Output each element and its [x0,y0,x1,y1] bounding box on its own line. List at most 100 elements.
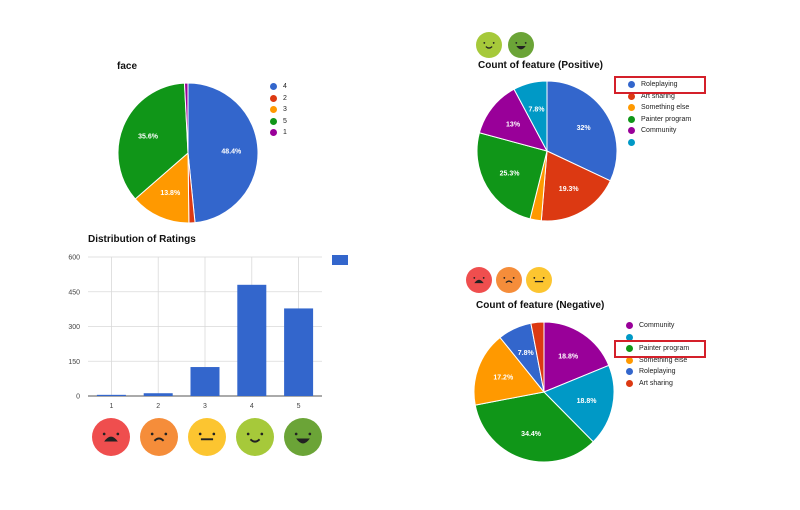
legend-item: Roleplaying [628,81,678,88]
legend-label: Community [639,322,675,329]
face-chart-title: face [117,61,138,72]
x-tick-label: 1 [109,403,113,410]
slice-label: 13.8% [160,190,181,197]
legend-dot-icon [626,322,633,329]
x-tick-label: 2 [156,403,160,410]
face-sad-icon [140,418,178,456]
face-neutral-icon [188,418,226,456]
legend-dot-icon [626,368,633,375]
pie-slice [540,150,612,222]
x-tick-label: 4 [250,403,254,410]
legend-dot-icon [628,127,635,134]
y-tick-label: 300 [68,324,80,331]
legend-item: Art sharing [626,379,673,387]
y-tick-label: 150 [68,359,80,366]
legend-item: Community [626,322,674,329]
slice-label: 25.3% [500,170,521,177]
pie-slice [530,321,545,393]
legend-item: 2 [270,94,287,102]
legend-dot-icon [626,333,633,341]
legend-dot-icon [270,94,277,102]
legend-dot-icon [628,104,635,111]
legend-dot-icon [628,115,635,123]
x-tick-label: 5 [297,403,301,410]
slice-label: 19.3% [559,186,580,193]
face-sad-icon [496,267,522,293]
legend-label: Roleplaying [639,368,676,375]
legend-label: 2 [283,94,287,102]
pie-slice [546,80,618,182]
bar [284,308,314,396]
x-tick-label: 3 [203,403,207,410]
pie-slice [473,336,545,406]
legend-label: Something else [641,104,690,111]
slice-label: 32% [577,125,592,132]
pie-slice [474,391,594,463]
legend-label: 1 [283,129,287,136]
legend-label: Art sharing [641,92,675,100]
face-grin-icon [284,418,322,456]
legend-dot-icon [270,117,277,125]
face-neutral-icon [526,267,552,293]
rating-faces-row [92,418,322,456]
pie-slice [117,82,189,200]
legend-label: Painter program [639,345,690,352]
legend-dot-icon [626,379,633,387]
legend-item: Painter program [628,115,692,123]
legend-label: 4 [283,83,287,90]
slice-label: 34.4% [521,431,542,438]
pie-slice [543,364,615,443]
legend-label: Community [641,127,677,134]
legend-item: 1 [270,129,287,136]
ratings-chart-title: Distribution of Ratings [88,234,196,245]
y-tick-label: 0 [76,394,80,401]
legend-item: Community [628,127,676,134]
slice-label: 17.2% [493,375,514,382]
pie-slice [543,321,610,393]
legend-item [628,138,641,146]
legend-item: 5 [270,117,287,125]
legend-dot-icon [270,106,277,113]
negative-chart-title: Count of feature (Negative) [476,300,605,311]
face-grin-icon [508,32,534,58]
legend-label: 5 [283,117,287,125]
legend-label: Something else [639,356,688,364]
bar [96,394,126,396]
legend-item: Roleplaying [626,368,676,375]
legend-dot-icon [628,81,635,88]
negative-highlight-box [614,340,706,358]
slice-label: 7.8% [518,350,535,357]
legend-dot-icon [626,345,633,352]
legend-swatch [332,255,348,265]
legend-dot-icon [626,356,633,364]
slice-label: 18.8% [577,398,598,405]
pie-slice [478,88,548,152]
legend-label: Painter program [641,115,692,123]
bar [143,393,173,396]
legend-label: Art sharing [639,379,673,387]
legend-item: Art sharing [628,92,675,100]
bar [190,367,220,396]
slice-label: 7.8% [528,106,545,113]
positive-faces-row [476,32,534,58]
face-very-sad-icon [466,267,492,293]
legend-item: Something else [628,104,689,111]
pie-slice [187,82,259,224]
slice-label: 13% [506,121,521,128]
legend-dot-icon [628,138,635,146]
legend-dot-icon [628,92,635,100]
legend-label: 3 [283,106,287,113]
slice-label: 48.4% [221,148,242,155]
legend-item: 3 [270,106,287,113]
legend-item: Something else [626,356,688,364]
y-tick-label: 600 [68,255,80,262]
legend-label: Roleplaying [641,81,678,88]
positive-highlight-box [614,76,706,94]
pie-slice [183,82,189,154]
legend-dot-icon [270,129,277,136]
pie-slice [513,80,548,152]
